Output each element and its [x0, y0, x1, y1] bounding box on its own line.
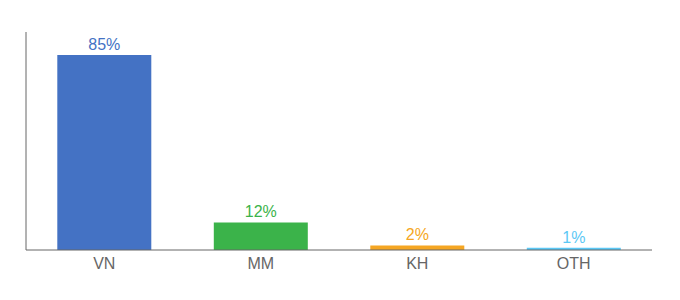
svg-text:KH: KH — [406, 255, 428, 272]
svg-text:OTH: OTH — [557, 255, 591, 272]
svg-text:85%: 85% — [88, 36, 120, 53]
svg-text:MM: MM — [247, 255, 274, 272]
svg-text:VN: VN — [93, 255, 115, 272]
svg-text:12%: 12% — [245, 203, 277, 220]
svg-text:2%: 2% — [406, 226, 429, 243]
svg-text:1%: 1% — [562, 229, 585, 246]
